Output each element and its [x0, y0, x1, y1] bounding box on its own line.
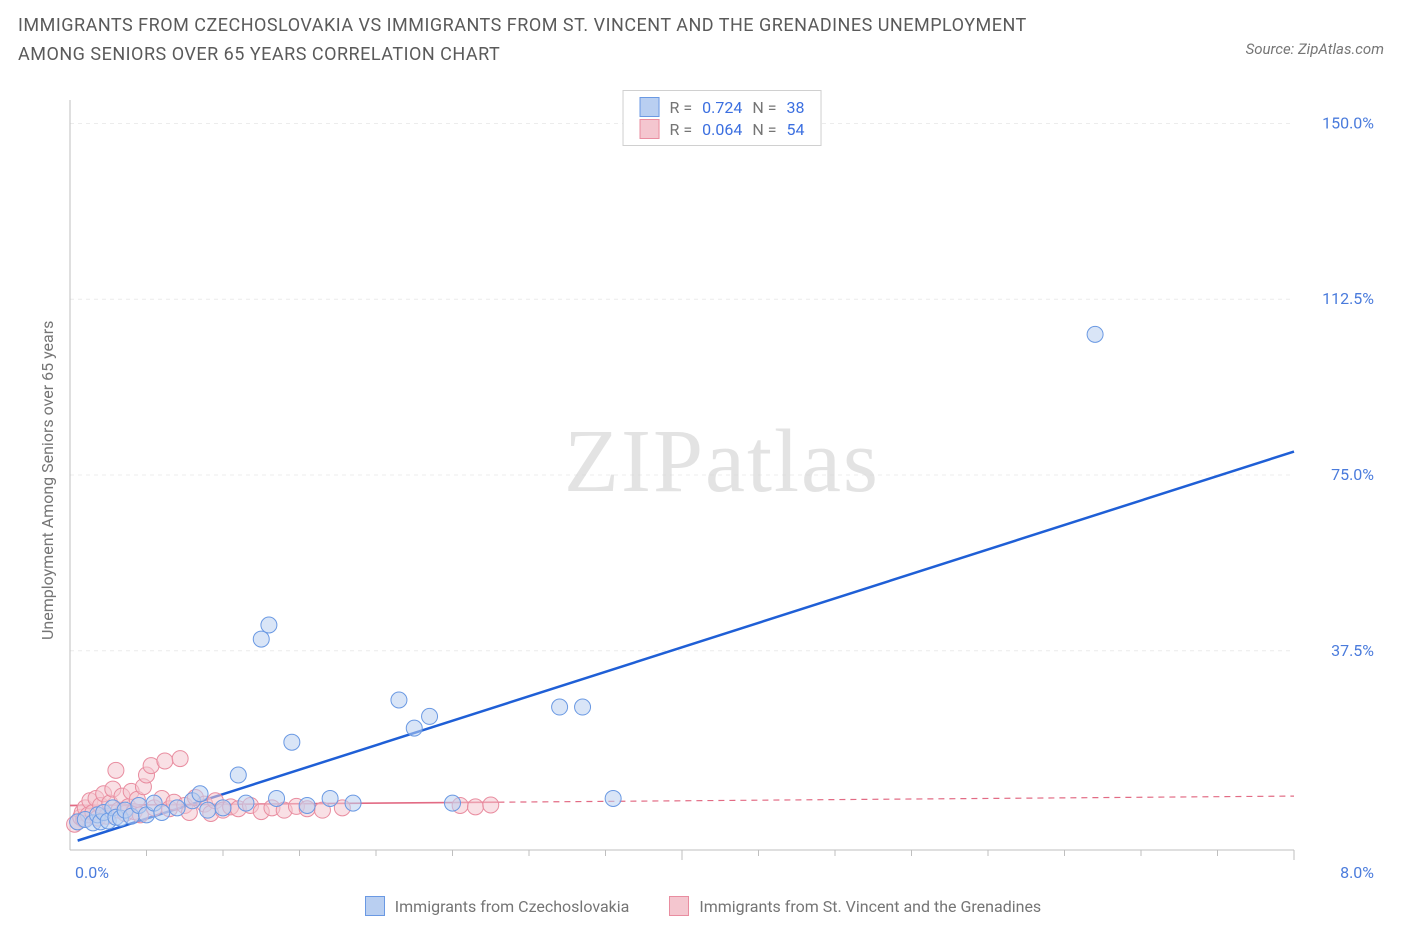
legend-r-label: R =	[670, 120, 693, 139]
svg-text:37.5%: 37.5%	[1331, 641, 1374, 660]
legend-item-b: Immigrants from St. Vincent and the Gren…	[669, 896, 1041, 916]
svg-text:0.0%: 0.0%	[75, 863, 109, 880]
svg-text:150.0%: 150.0%	[1322, 113, 1374, 132]
legend-item-a: Immigrants from Czechoslovakia	[365, 896, 630, 916]
series-b-name: Immigrants from St. Vincent and the Gren…	[699, 897, 1041, 916]
swatch-series-a	[365, 896, 385, 916]
source-attribution: Source: ZipAtlas.com	[1246, 40, 1384, 58]
chart-area: 37.5% 75.0% 112.5% 150.0% 0.0% 8.0% R = 0.724…	[60, 90, 1384, 880]
swatch-series-b	[640, 119, 660, 139]
correlation-legend: R = 0.724 N = 38 R = 0.064 N = 54	[623, 90, 822, 146]
y-axis-label: Unemployment Among Seniors over 65 years	[38, 321, 57, 640]
swatch-series-a	[640, 97, 660, 117]
legend-n-label: N =	[752, 98, 776, 117]
legend-n-label: N =	[752, 120, 776, 139]
legend-r-label: R =	[670, 98, 693, 117]
legend-r-value-b: 0.064	[702, 120, 742, 139]
legend-row-b: R = 0.064 N = 54	[640, 119, 805, 139]
series-a-name: Immigrants from Czechoslovakia	[395, 897, 630, 916]
svg-text:8.0%: 8.0%	[1340, 863, 1374, 880]
svg-text:112.5%: 112.5%	[1322, 289, 1374, 308]
swatch-series-b	[669, 896, 689, 916]
scatter-plot-svg: 37.5% 75.0% 112.5% 150.0% 0.0% 8.0%	[60, 90, 1384, 880]
series-legend: Immigrants from Czechoslovakia Immigrant…	[0, 896, 1406, 916]
legend-n-value-b: 54	[786, 120, 804, 139]
legend-n-value-a: 38	[786, 98, 804, 117]
legend-r-value-a: 0.724	[702, 98, 742, 117]
chart-title: IMMIGRANTS FROM CZECHOSLOVAKIA VS IMMIGR…	[0, 0, 1100, 70]
legend-row-a: R = 0.724 N = 38	[640, 97, 805, 117]
svg-text:75.0%: 75.0%	[1331, 465, 1374, 484]
